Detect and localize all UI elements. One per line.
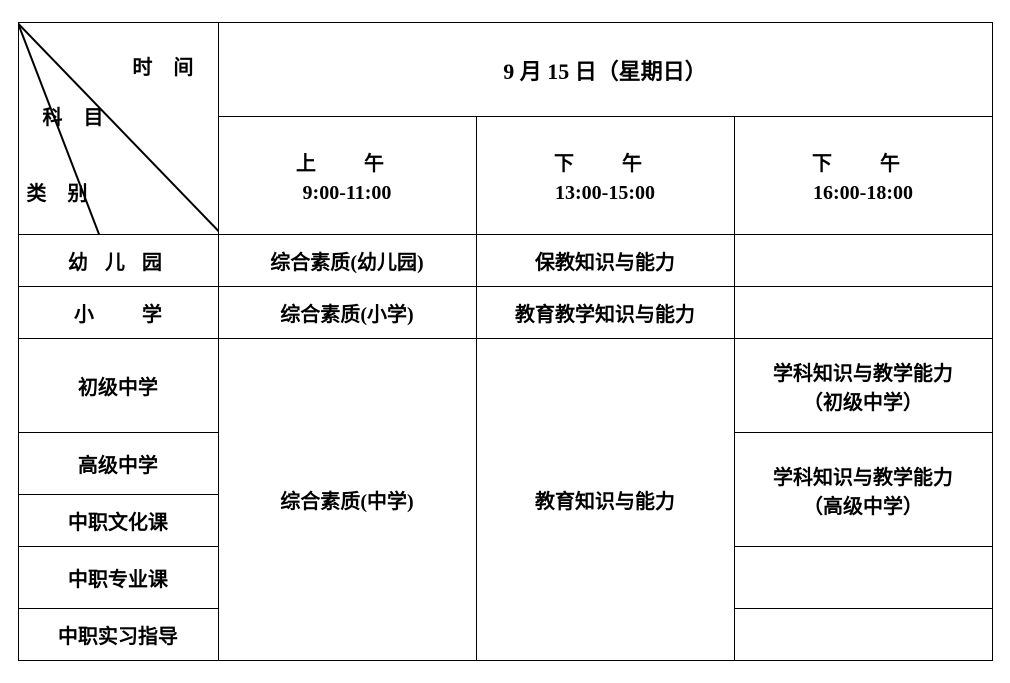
cell-junior-afternoon2: 学科知识与教学能力 （初级中学）	[734, 339, 992, 433]
cell-senior-afternoon2-l1: 学科知识与教学能力	[773, 467, 953, 489]
schedule-table: 时 间 科 目 类 别 9 月 15 日（星期日） 上 午 9:00-11:00…	[18, 22, 993, 661]
category-junior: 初级中学	[18, 339, 218, 433]
cell-middle-morning: 综合素质(中学)	[218, 339, 476, 661]
schedule-table-container: 时 间 科 目 类 别 9 月 15 日（星期日） 上 午 9:00-11:00…	[18, 22, 993, 661]
cell-senior-afternoon2: 学科知识与教学能力 （高级中学）	[734, 433, 992, 547]
corner-header-cell: 时 间 科 目 类 别	[18, 23, 218, 235]
category-senior: 高级中学	[18, 433, 218, 495]
cell-junior-afternoon2-l2: （初级中学）	[803, 392, 923, 414]
category-kindergarten: 幼 儿 园	[18, 235, 218, 287]
session-time-0: 9:00-11:00	[219, 182, 476, 205]
cell-voc-major-afternoon2	[734, 547, 992, 609]
session-header-morning: 上 午 9:00-11:00	[218, 117, 476, 235]
corner-type-label: 类 别	[27, 177, 96, 206]
category-primary-text: 小学	[26, 304, 210, 326]
row-primary: 小学 综合素质(小学) 教育教学知识与能力	[18, 287, 992, 339]
cell-kinder-morning: 综合素质(幼儿园)	[218, 235, 476, 287]
row-kindergarten: 幼 儿 园 综合素质(幼儿园) 保教知识与能力	[18, 235, 992, 287]
row-junior: 初级中学 综合素质(中学) 教育知识与能力 学科知识与教学能力 （初级中学）	[18, 339, 992, 433]
session-period-1: 下 午	[477, 147, 734, 176]
session-time-2: 16:00-18:00	[735, 182, 992, 205]
cell-senior-afternoon2-l2: （高级中学）	[803, 496, 923, 518]
category-voc-major: 中职专业课	[18, 547, 218, 609]
session-period-0: 上 午	[219, 147, 476, 176]
cell-voc-intern-afternoon2	[734, 609, 992, 661]
session-header-afternoon2: 下 午 16:00-18:00	[734, 117, 992, 235]
category-primary: 小学	[18, 287, 218, 339]
cell-middle-afternoon1: 教育知识与能力	[476, 339, 734, 661]
cell-kinder-afternoon2	[734, 235, 992, 287]
cell-primary-morning: 综合素质(小学)	[218, 287, 476, 339]
session-time-1: 13:00-15:00	[477, 182, 734, 205]
category-voc-culture: 中职文化课	[18, 495, 218, 547]
corner-subject-label: 科 目	[43, 101, 112, 130]
cell-kinder-afternoon1: 保教知识与能力	[476, 235, 734, 287]
category-voc-intern: 中职实习指导	[18, 609, 218, 661]
cell-junior-afternoon2-l1: 学科知识与教学能力	[773, 363, 953, 385]
corner-time-label: 时 间	[133, 51, 202, 80]
cell-primary-afternoon2	[734, 287, 992, 339]
cell-primary-afternoon1: 教育教学知识与能力	[476, 287, 734, 339]
date-header: 9 月 15 日（星期日）	[218, 23, 992, 117]
header-row-1: 时 间 科 目 类 别 9 月 15 日（星期日）	[18, 23, 992, 117]
session-header-afternoon1: 下 午 13:00-15:00	[476, 117, 734, 235]
session-period-2: 下 午	[735, 147, 992, 176]
